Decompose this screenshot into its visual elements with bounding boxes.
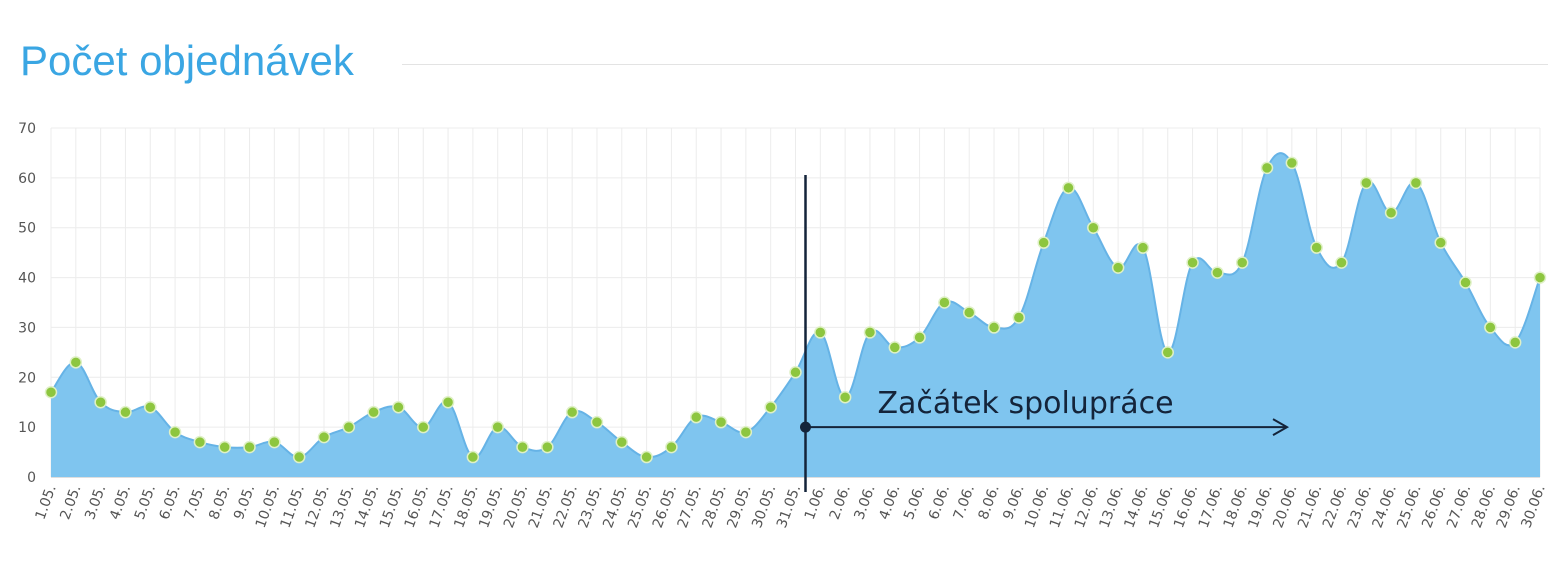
x-axis: 1.05.2.05.3.05.4.05.5.05.6.05.7.05.8.05.… [33, 483, 1549, 530]
x-tick-label: 6.05. [157, 483, 184, 522]
data-point [1211, 266, 1224, 279]
data-point [1508, 336, 1522, 349]
x-tick-label: 8.05. [206, 483, 233, 522]
data-point [144, 400, 157, 414]
y-tick-label: 10 [18, 420, 36, 436]
data-point [689, 410, 703, 424]
data-point [268, 435, 281, 449]
data-point [119, 405, 132, 419]
data-point [69, 356, 83, 369]
data-point [987, 321, 1001, 334]
data-point [1111, 261, 1125, 274]
x-tick-label: 9.06. [1000, 483, 1027, 522]
data-point [1037, 236, 1050, 249]
data-point [814, 326, 827, 339]
data-point [1260, 161, 1274, 175]
data-point [1235, 256, 1249, 269]
y-tick-label: 50 [18, 221, 36, 237]
x-tick-label: 8.06. [976, 483, 1003, 522]
annotation-arrowhead [1272, 418, 1290, 437]
series-area [51, 153, 1540, 477]
data-point [1484, 321, 1497, 334]
data-point [590, 415, 604, 429]
data-point [1186, 256, 1199, 269]
data-point [541, 440, 554, 454]
y-tick-label: 20 [18, 370, 36, 386]
data-point [962, 306, 976, 319]
data-point [1012, 311, 1026, 324]
y-tick-label: 30 [18, 320, 36, 336]
x-tick-label: 5.05. [132, 483, 159, 522]
x-tick-label: 4.05. [107, 483, 134, 522]
data-point [44, 385, 58, 399]
data-point [1459, 276, 1472, 289]
x-tick-label: 4.06. [876, 483, 903, 522]
data-point [1434, 236, 1447, 249]
data-point [193, 435, 207, 449]
data-point [1136, 241, 1150, 254]
data-point [665, 440, 678, 454]
x-tick-label: 3.05. [82, 483, 109, 522]
annotation-group: Začátek spolupráce [800, 175, 1290, 492]
x-tick-label: 9.05. [231, 483, 258, 522]
data-point [466, 450, 480, 464]
y-tick-label: 60 [18, 171, 36, 187]
data-point [317, 430, 331, 444]
data-point [640, 450, 653, 464]
annotation-start-dot [800, 421, 811, 433]
data-point [1335, 256, 1348, 269]
x-tick-label: 7.06. [951, 483, 978, 522]
chart-title: Počet objednávek [20, 37, 354, 84]
data-point [516, 440, 529, 454]
data-point [863, 326, 877, 339]
data-point [714, 415, 728, 429]
y-tick-label: 70 [18, 121, 36, 137]
data-point [1087, 221, 1100, 234]
title-divider [402, 64, 1548, 65]
data-point [913, 331, 926, 344]
y-tick-label: 0 [27, 470, 36, 486]
data-point [1285, 156, 1299, 170]
x-tick-label: 5.06. [901, 483, 928, 522]
data-point [218, 440, 231, 454]
data-point [888, 341, 902, 354]
data-point [491, 420, 504, 434]
annotation-label: Začátek spolupráce [878, 386, 1174, 421]
data-point [764, 400, 777, 414]
data-point [1384, 206, 1398, 220]
data-point [367, 405, 380, 419]
x-tick-label: 1.05. [33, 483, 60, 522]
data-point [168, 425, 182, 439]
data-point [789, 366, 802, 379]
data-point [615, 435, 629, 449]
data-point [1533, 271, 1547, 284]
data-point [417, 420, 430, 434]
data-point [441, 395, 455, 409]
x-tick-label: 2.05. [57, 483, 84, 522]
data-point [1161, 346, 1174, 359]
x-tick-label: 6.06. [926, 483, 953, 522]
data-point [1310, 241, 1323, 254]
data-point [292, 450, 306, 464]
data-point [565, 405, 579, 419]
y-tick-label: 40 [18, 271, 36, 287]
data-point [838, 390, 852, 404]
data-point [1360, 176, 1373, 190]
x-tick-label: 3.06. [851, 483, 878, 522]
data-point [243, 440, 256, 454]
x-tick-label: 7.05. [181, 483, 208, 522]
data-point [392, 400, 405, 414]
data-point [94, 395, 107, 409]
data-point [938, 296, 951, 309]
data-point [1062, 181, 1075, 195]
x-tick-label: 2.06. [827, 483, 854, 522]
data-point [739, 425, 753, 439]
data-point [1409, 176, 1423, 190]
y-axis: 0 10 20 30 40 50 60 70 [18, 121, 36, 486]
data-point [342, 420, 356, 434]
series-markers [44, 156, 1547, 464]
